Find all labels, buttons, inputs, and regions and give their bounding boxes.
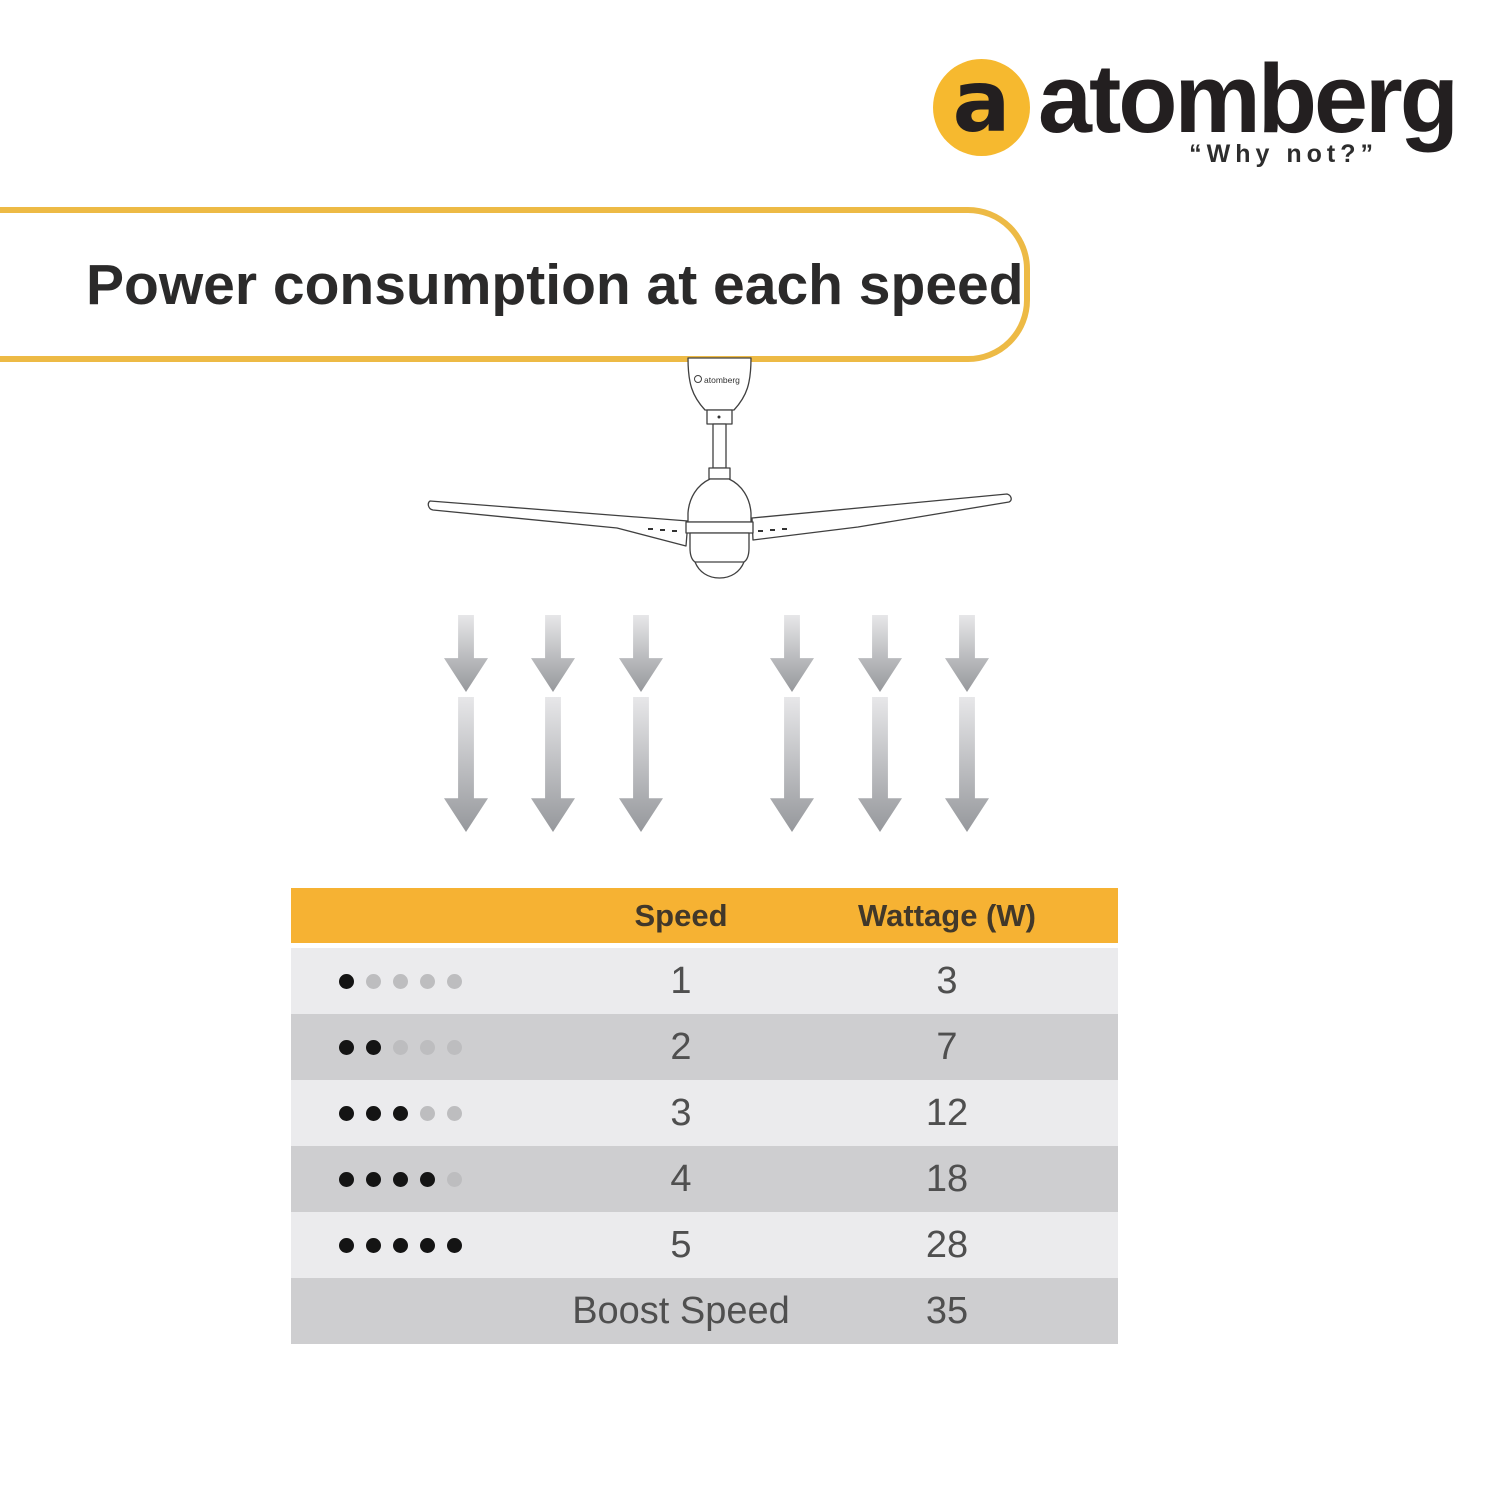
dot-filled-icon [339,1237,354,1253]
dot-empty-icon [420,973,435,989]
header-wattage: Wattage (W) [858,897,1036,933]
down-arrow-icon [945,697,989,832]
wattage-value: 28 [925,1223,969,1266]
airflow-arrows [444,615,989,833]
atomberg-logo-icon: a [933,59,1030,156]
table-row: Boost Speed 35 [291,1278,1118,1344]
airflow-arrow-column [945,615,989,833]
wattage-value: 12 [925,1091,969,1134]
down-arrow-icon [444,615,488,692]
airflow-arrow-column [858,615,902,833]
speed-value: 5 [670,1223,692,1266]
dot-empty-icon [420,1105,435,1121]
airflow-arrow-column [444,615,488,833]
canopy-logo-roundel-icon [694,375,702,383]
down-arrow-icon [858,615,902,692]
table-body: 1 3 2 7 3 12 4 18 5 28 Boost Speed 35 [291,948,1118,1344]
airflow-arrow-column [770,615,814,833]
dot-filled-icon [366,1237,381,1253]
table-row: 4 18 [291,1146,1118,1212]
table-header-row: Speed Wattage (W) [291,888,1118,943]
logo-tagline: “Why not?” [1189,140,1378,168]
down-arrow-icon [531,615,575,692]
down-arrow-icon [531,697,575,832]
page-title: Power consumption at each speed [86,252,1024,317]
table-row: 3 12 [291,1080,1118,1146]
dot-empty-icon [393,973,408,989]
down-arrow-icon [945,615,989,692]
ceiling-fan-illustration: atomberg [427,357,1012,579]
dot-filled-icon [393,1171,408,1187]
down-arrow-icon [770,615,814,692]
dot-filled-icon [339,1039,354,1055]
speed-level-dots [291,1105,556,1121]
speed-level-dots [291,1171,556,1187]
wattage-value: 3 [936,959,958,1002]
speed-value: 1 [670,959,692,1002]
down-arrow-icon [619,615,663,692]
airflow-arrow-column [619,615,663,833]
dot-empty-icon [447,973,462,989]
down-arrow-icon [770,697,814,832]
dot-empty-icon [447,1039,462,1055]
dot-empty-icon [393,1039,408,1055]
dot-filled-icon [447,1237,462,1253]
title-banner: Power consumption at each speed [0,207,1030,362]
dot-filled-icon [366,1105,381,1121]
speed-value: 4 [670,1157,692,1200]
speed-value: 3 [670,1091,692,1134]
dot-filled-icon [420,1237,435,1253]
dot-filled-icon [339,973,354,989]
speed-value: Boost Speed [572,1289,790,1332]
speed-value: 2 [670,1025,692,1068]
dot-filled-icon [339,1105,354,1121]
table-row: 5 28 [291,1212,1118,1278]
table-row: 2 7 [291,1014,1118,1080]
wattage-value: 18 [925,1157,969,1200]
fan-canopy-label: atomberg [704,375,740,385]
dot-filled-icon [366,1171,381,1187]
dot-filled-icon [420,1171,435,1187]
dot-filled-icon [393,1105,408,1121]
dot-empty-icon [366,973,381,989]
speed-level-dots [291,973,556,989]
down-arrow-icon [619,697,663,832]
wattage-value: 35 [925,1289,969,1332]
dot-empty-icon [420,1039,435,1055]
header-speed: Speed [634,897,728,933]
dot-filled-icon [339,1171,354,1187]
dot-empty-icon [447,1171,462,1187]
down-arrow-icon [444,697,488,832]
airflow-arrow-column [531,615,575,833]
down-arrow-icon [858,697,902,832]
logo-wordmark: atomberg [1038,44,1459,153]
table-row: 1 3 [291,948,1118,1014]
dot-filled-icon [393,1237,408,1253]
wattage-value: 7 [936,1025,958,1068]
speed-level-dots [291,1039,556,1055]
power-consumption-table: Speed Wattage (W) 1 3 2 7 3 12 4 18 5 28 [291,888,1118,1344]
speed-level-dots [291,1237,556,1253]
logo-monogram-a: a [952,51,1011,152]
dot-empty-icon [447,1105,462,1121]
dot-filled-icon [366,1039,381,1055]
